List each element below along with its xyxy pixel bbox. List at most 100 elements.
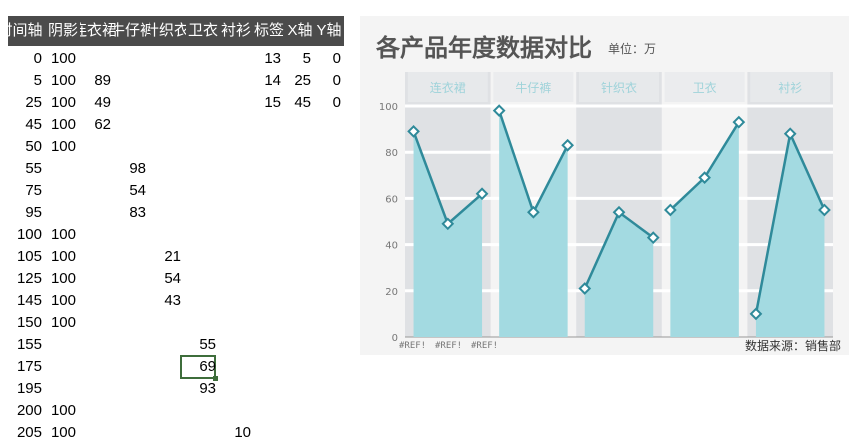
category-label-box: [407, 72, 488, 102]
cell[interactable]: 50: [25, 138, 42, 155]
cell[interactable]: 10: [234, 424, 251, 441]
data-point: [475, 187, 489, 201]
ref-label: #REF!: [399, 341, 426, 351]
column-header[interactable]: 阴影: [47, 22, 78, 39]
cell[interactable]: 14: [264, 72, 281, 89]
column-header[interactable]: 卫衣: [187, 22, 218, 39]
cell[interactable]: 205: [16, 424, 42, 441]
cell[interactable]: 125: [16, 270, 42, 287]
chart-source: 数据来源：销售部: [744, 339, 841, 353]
y-tick-label: 100: [379, 102, 398, 113]
spreadsheet: 时间轴阴影连衣裙牛仔裤针织衣卫衣衬衫标签X轴Y轴 010013505100891…: [0, 0, 350, 444]
ref-label: #REF!: [471, 341, 498, 351]
cell[interactable]: 0: [332, 94, 341, 111]
column-header[interactable]: Y轴: [316, 22, 342, 39]
cell[interactable]: 54: [129, 182, 146, 199]
data-point: [441, 217, 455, 231]
data-point: [732, 115, 746, 129]
chart[interactable]: 连衣裙 牛仔裤 针织衣 卫衣 衬衫 0 20 40 60 80 100 #REF! #REF! #REF!…: [360, 16, 849, 355]
category-label: 牛仔裤: [515, 80, 551, 95]
cell[interactable]: 54: [164, 270, 181, 287]
cell[interactable]: 100: [50, 402, 76, 419]
series-area: [755, 133, 825, 337]
data-point: [818, 203, 831, 217]
category-label: 连衣裙: [430, 80, 466, 95]
cell[interactable]: 93: [199, 380, 216, 397]
y-tick-label: 60: [385, 194, 398, 205]
y-tick-label: 0: [392, 333, 398, 344]
cell[interactable]: 49: [94, 94, 111, 111]
y-tick-label: 20: [385, 287, 398, 298]
column-header[interactable]: 连衣裙: [80, 22, 116, 39]
column-header[interactable]: 时间轴: [8, 22, 43, 39]
cell[interactable]: 155: [16, 336, 42, 353]
column-header[interactable]: 牛仔裤: [116, 22, 150, 39]
chart-unit: 单位：万: [608, 42, 657, 56]
data-point: [663, 203, 677, 217]
cell[interactable]: 25: [294, 72, 311, 89]
cell[interactable]: 21: [164, 248, 181, 265]
cell[interactable]: 13: [264, 50, 281, 67]
cell[interactable]: 43: [164, 292, 181, 309]
cell[interactable]: 200: [16, 402, 42, 419]
selected-cell[interactable]: [180, 355, 218, 381]
cell[interactable]: 145: [16, 292, 42, 309]
header-row: 时间轴阴影连衣裙牛仔裤针织衣卫衣衬衫标签X轴Y轴: [8, 16, 344, 46]
cell[interactable]: 5: [33, 72, 42, 89]
column-header[interactable]: 衬衫: [220, 22, 251, 39]
cell[interactable]: 100: [50, 50, 76, 67]
cell[interactable]: 0: [332, 50, 341, 67]
cell[interactable]: 55: [25, 160, 42, 177]
cell[interactable]: 83: [129, 204, 146, 221]
column-header[interactable]: X轴: [287, 22, 313, 39]
column-header[interactable]: 针织衣: [150, 22, 186, 39]
cell[interactable]: 0: [33, 50, 42, 67]
cell[interactable]: 62: [94, 116, 111, 133]
cell[interactable]: 100: [50, 270, 76, 287]
cell[interactable]: 45: [294, 94, 311, 111]
cell[interactable]: 89: [94, 72, 111, 89]
cell[interactable]: 105: [16, 248, 42, 265]
cell[interactable]: 75: [25, 182, 42, 199]
cell[interactable]: 100: [16, 226, 42, 243]
cell[interactable]: 100: [50, 116, 76, 133]
cell[interactable]: 69: [199, 358, 216, 375]
cell[interactable]: 175: [16, 358, 42, 375]
cell[interactable]: 25: [25, 94, 42, 111]
data-point: [646, 231, 660, 245]
data-point: [492, 104, 506, 117]
category-label: 卫衣: [693, 80, 717, 95]
cell[interactable]: 195: [16, 380, 42, 397]
cell[interactable]: 100: [50, 72, 76, 89]
cell[interactable]: 5: [302, 50, 311, 67]
series-area: [584, 212, 654, 337]
series-area: [499, 110, 568, 338]
cell[interactable]: 98: [129, 160, 146, 177]
cell[interactable]: 45: [25, 116, 42, 133]
cell[interactable]: 100: [50, 292, 76, 309]
cell[interactable]: 15: [264, 94, 281, 111]
data-point: [783, 127, 797, 141]
data-point: [612, 205, 626, 219]
cell[interactable]: 100: [50, 226, 76, 243]
data-point: [578, 282, 592, 295]
cell[interactable]: 55: [199, 336, 216, 353]
column-header[interactable]: 标签: [253, 22, 284, 39]
cell[interactable]: 100: [50, 424, 76, 441]
category-label: 针织衣: [601, 80, 637, 95]
y-tick-label: 40: [385, 241, 398, 252]
y-tick-label: 80: [385, 148, 398, 159]
cell[interactable]: 95: [25, 204, 42, 221]
cell[interactable]: 100: [50, 314, 76, 331]
cell[interactable]: 100: [50, 94, 76, 111]
category-label: 衬衫: [778, 81, 802, 95]
series-area: [413, 131, 483, 337]
category-label-box: [579, 72, 659, 102]
data-point: [527, 205, 540, 219]
cell[interactable]: 0: [332, 72, 341, 89]
cell[interactable]: 100: [50, 138, 76, 155]
category-label-box: [493, 72, 574, 102]
cell[interactable]: 100: [50, 248, 76, 265]
cell[interactable]: 150: [16, 314, 42, 331]
chart-title: 各产品年度数据对比: [376, 35, 592, 62]
